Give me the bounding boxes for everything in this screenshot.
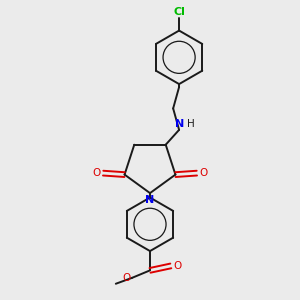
Text: O: O [122, 273, 130, 283]
Text: N: N [146, 195, 154, 205]
Text: Cl: Cl [173, 7, 185, 16]
Text: O: O [199, 168, 208, 178]
Text: N: N [175, 119, 184, 130]
Text: O: O [173, 261, 182, 271]
Text: O: O [92, 168, 101, 178]
Text: H: H [187, 119, 194, 130]
